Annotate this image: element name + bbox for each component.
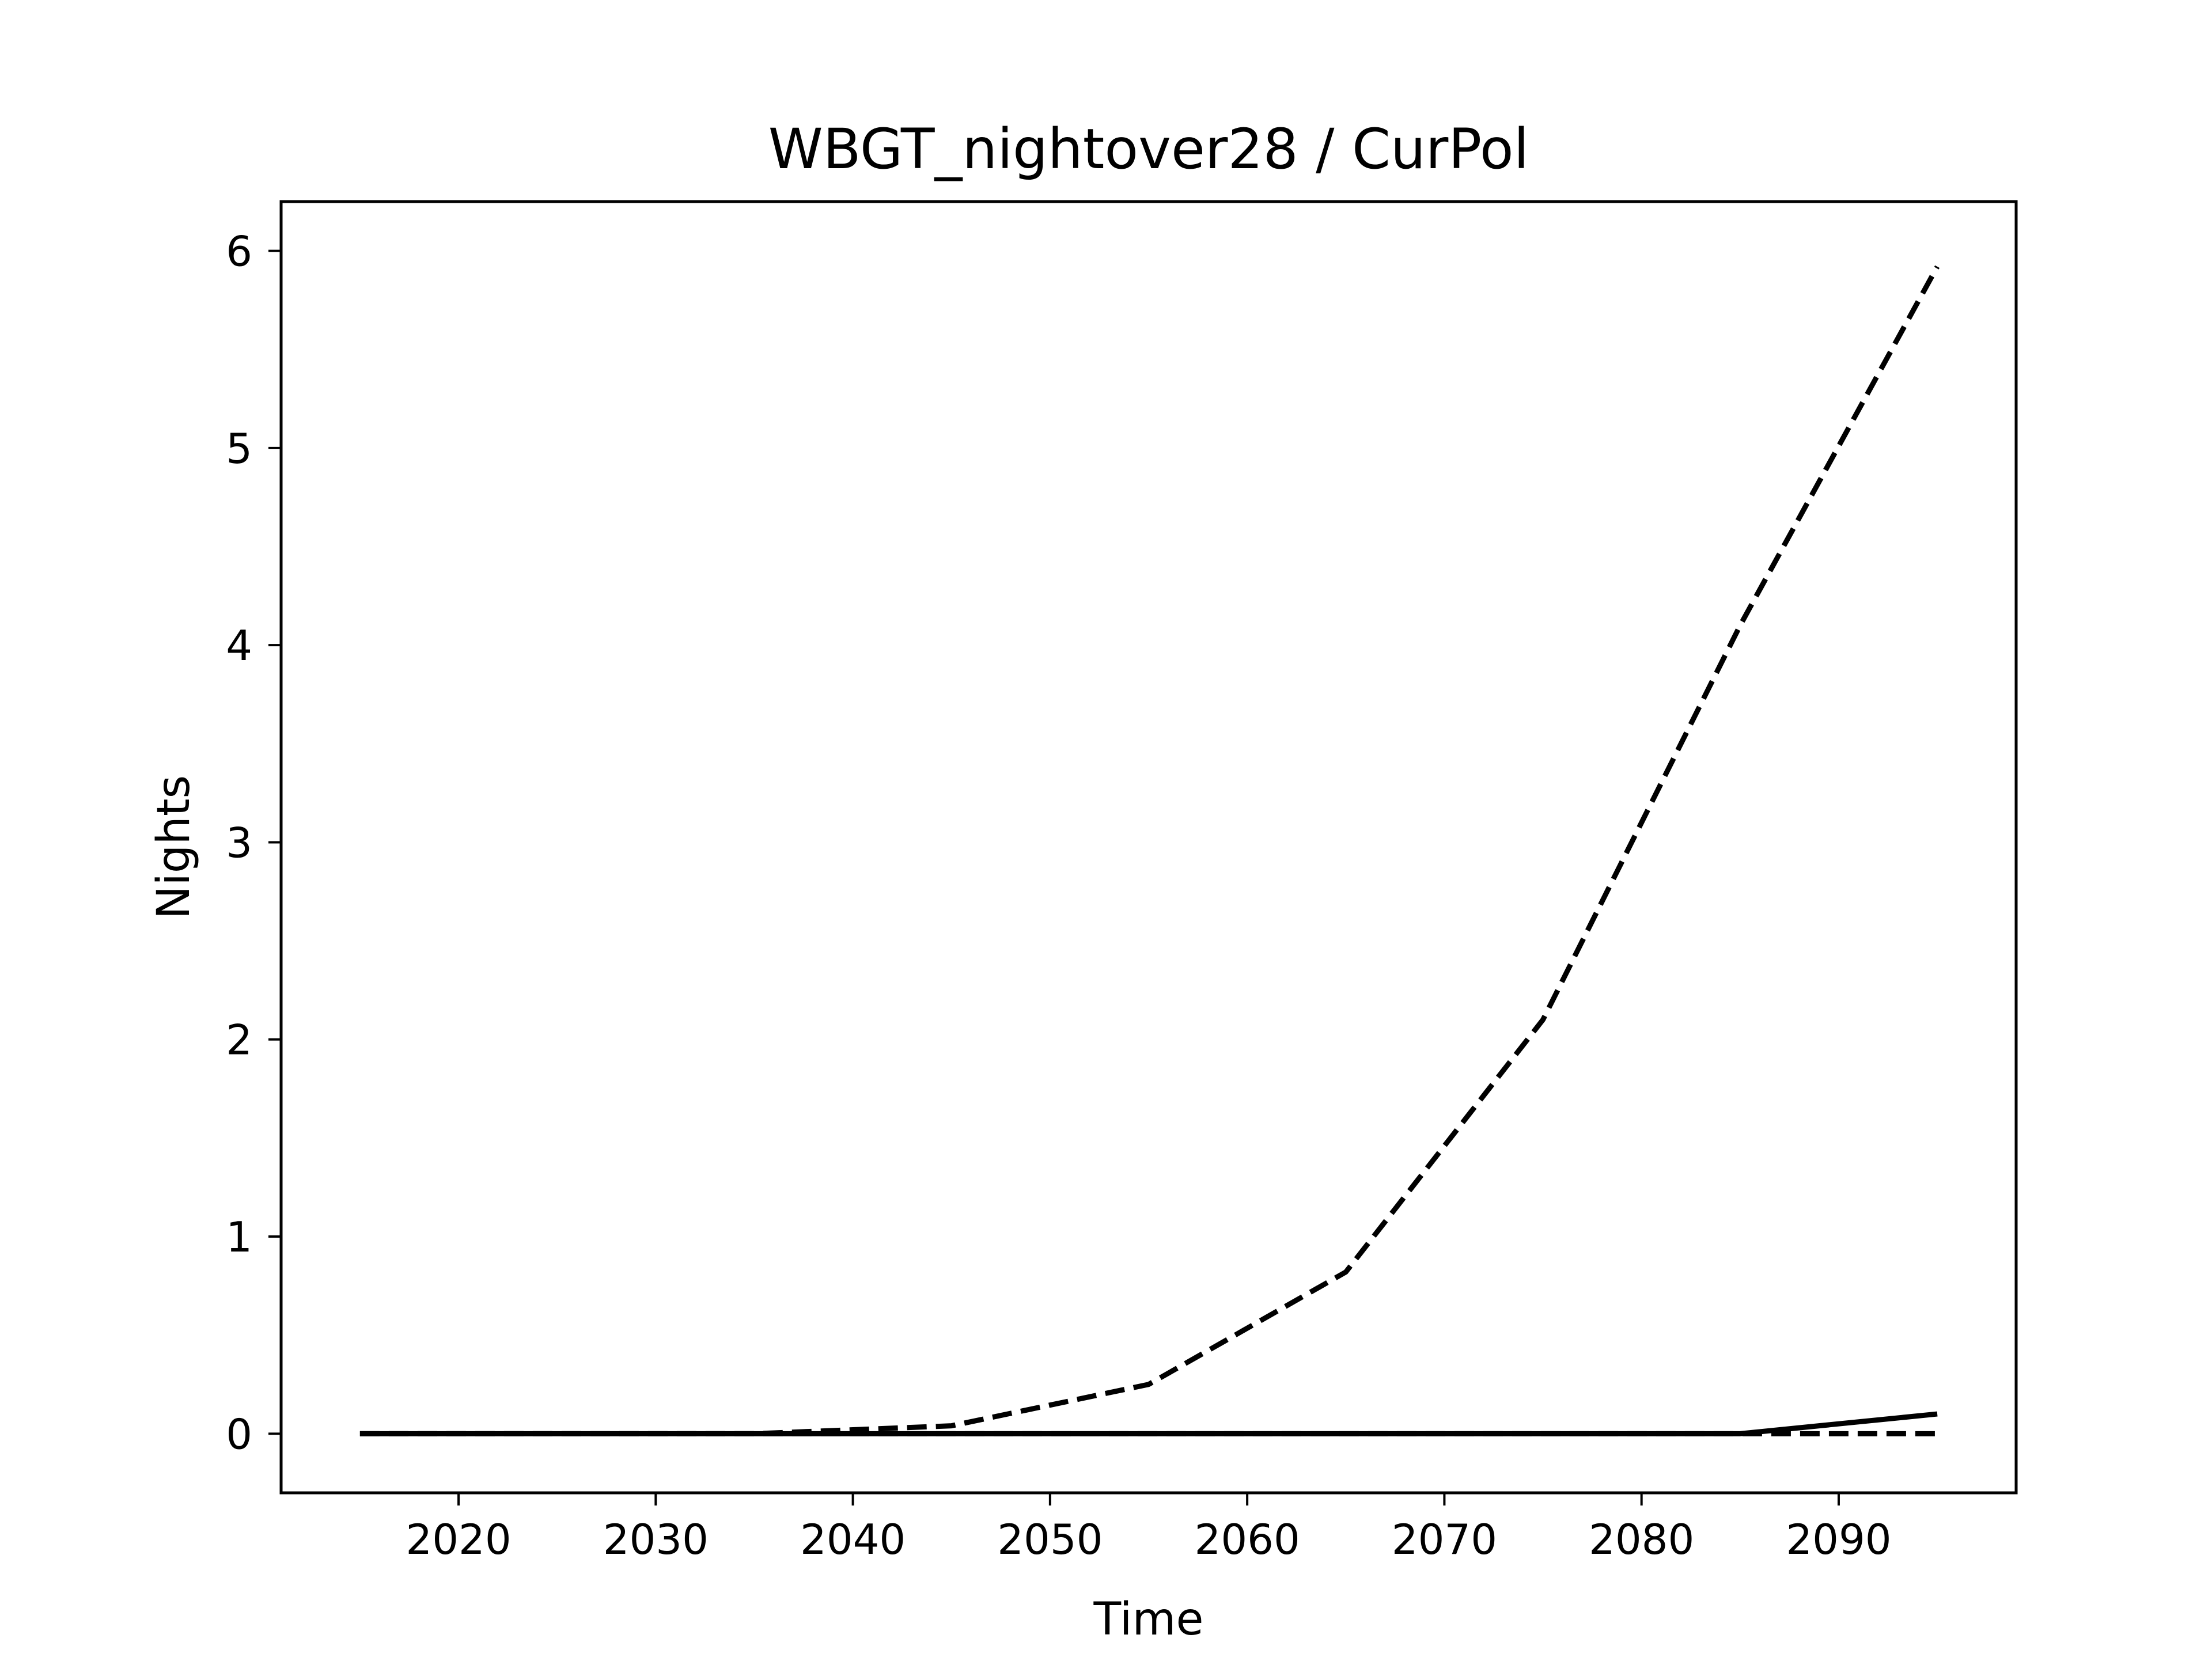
x-tick-label: 2020 [406,1515,511,1564]
x-axis-ticks: 2020 2030 2040 2050 2060 2070 2080 2090 [406,1493,1892,1564]
x-tick-label: 2080 [1589,1515,1694,1564]
x-tick-label: 2050 [997,1515,1103,1564]
x-tick-label: 2070 [1392,1515,1497,1564]
x-tick-label: 2090 [1786,1515,1891,1564]
y-axis-ticks: 0 1 2 3 4 5 6 [226,227,281,1458]
y-tick-label: 0 [226,1410,252,1458]
y-tick-label: 5 [226,424,252,473]
chart-title: WBGT_nightover28 / CurPol [768,117,1529,181]
y-tick-label: 2 [226,1016,252,1064]
y-axis-label: Nights [148,775,200,919]
y-tick-label: 4 [226,621,252,670]
plot-frame [279,200,2018,1495]
y-tick-label: 1 [226,1213,252,1261]
x-axis-label: Time [1093,1594,1204,1645]
plot-layer [359,265,1940,1436]
x-tick-label: 2060 [1195,1515,1300,1564]
x-tick-label: 2040 [800,1515,906,1564]
x-tick-label: 2030 [603,1515,709,1564]
y-tick-label: 3 [226,818,252,867]
y-tick-label: 6 [226,227,252,276]
series-line-3 [359,1411,1938,1436]
